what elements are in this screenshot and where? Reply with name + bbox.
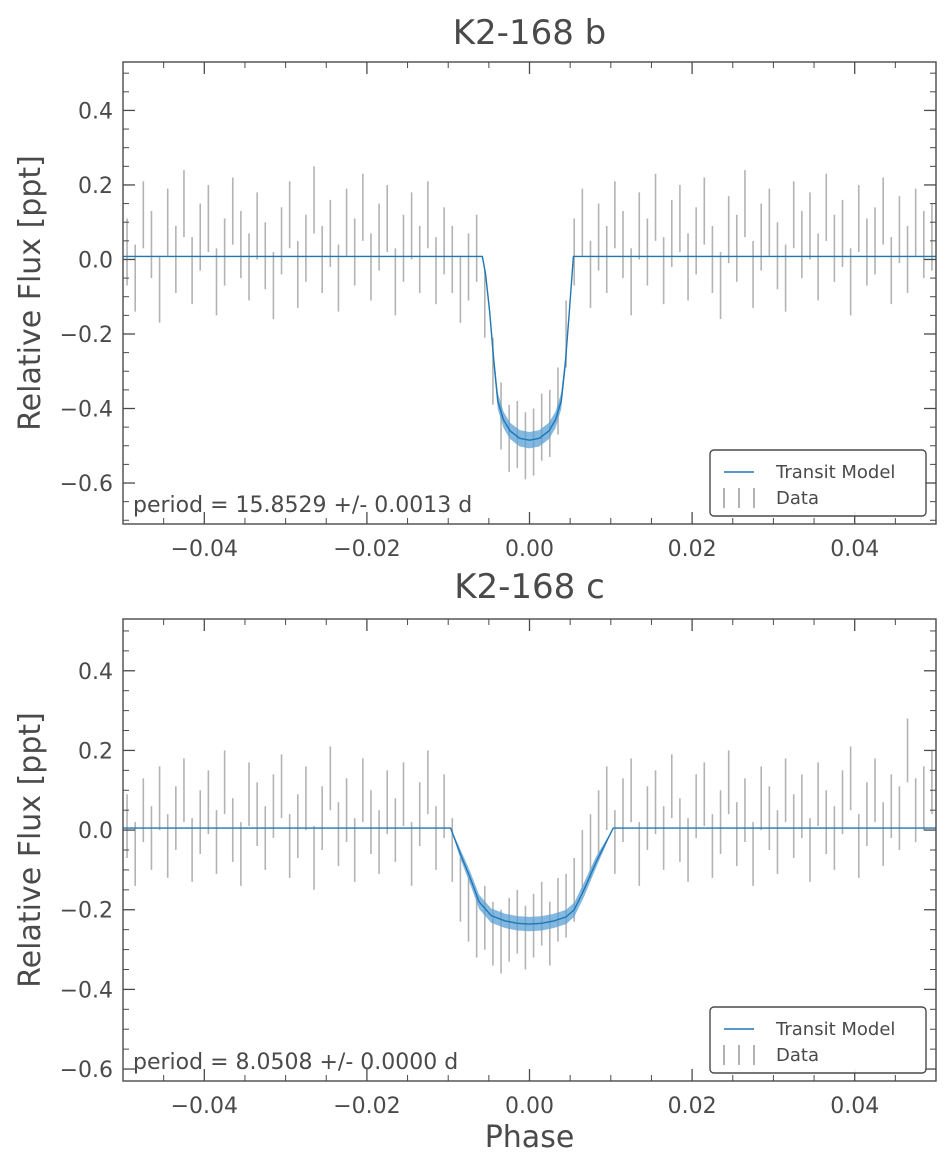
x-tick-label: 0.00: [505, 1094, 554, 1119]
period-annotation: period = 8.0508 +/- 0.0000 d: [133, 1050, 458, 1075]
y-tick-label: 0.4: [78, 660, 113, 685]
x-tick-label: −0.04: [171, 537, 238, 562]
y-tick-label: 0.0: [78, 819, 113, 844]
y-tick-label: −0.2: [60, 323, 113, 348]
chart-panel-2: −0.04 −0.02 0.00 0.02 0.04 −0.6 −0.4 −0.2 0.0 0.2…: [13, 567, 937, 1155]
plot-area: [123, 718, 936, 974]
x-tick-label: 0.00: [505, 537, 554, 562]
legend-label-model: Transit Model: [775, 1019, 895, 1040]
x-tick-label: −0.02: [333, 537, 400, 562]
y-axis-label: Relative Flux [ppt]: [13, 712, 48, 988]
y-tick-label: −0.4: [60, 978, 113, 1003]
chart-title: K2-168 b: [453, 13, 606, 53]
chart-panel-1: −0.04 −0.02 0.00 0.02 0.04 −0.6 −0.4 −0.2 0.0 0.2…: [13, 13, 937, 562]
x-tick-label: 0.02: [668, 1094, 717, 1119]
y-tick-label: −0.6: [60, 472, 113, 497]
y-tick-label: 0.0: [78, 248, 113, 273]
legend-label-model: Transit Model: [775, 462, 895, 483]
transit-model-line: [123, 827, 936, 925]
x-tick-label: 0.02: [668, 537, 717, 562]
y-axis-label: Relative Flux [ppt]: [13, 155, 48, 431]
legend-label-data: Data: [776, 488, 819, 509]
x-axis-label: Phase: [485, 1120, 575, 1155]
y-tick-label: 0.2: [78, 739, 113, 764]
y-tick-label: 0.2: [78, 174, 113, 199]
y-tick-label: 0.4: [78, 99, 113, 124]
legend: Transit Model Data: [709, 449, 927, 517]
plot-area: [123, 166, 936, 480]
x-tick-label: 0.04: [830, 1094, 879, 1119]
chart-title: K2-168 c: [454, 567, 605, 607]
y-tick-label: −0.4: [60, 398, 113, 423]
legend-box: [709, 449, 927, 517]
x-tick-label: 0.04: [830, 537, 879, 562]
legend: Transit Model Data: [709, 1006, 927, 1074]
transit-model-line: [123, 255, 936, 441]
x-tick-label: −0.02: [333, 1094, 400, 1119]
x-tick-label: −0.04: [171, 1094, 238, 1119]
period-annotation: period = 15.8529 +/- 0.0013 d: [133, 493, 472, 518]
legend-box: [709, 1006, 927, 1074]
legend-label-data: Data: [776, 1045, 819, 1066]
y-tick-label: −0.2: [60, 899, 113, 924]
y-tick-label: −0.6: [60, 1058, 113, 1083]
